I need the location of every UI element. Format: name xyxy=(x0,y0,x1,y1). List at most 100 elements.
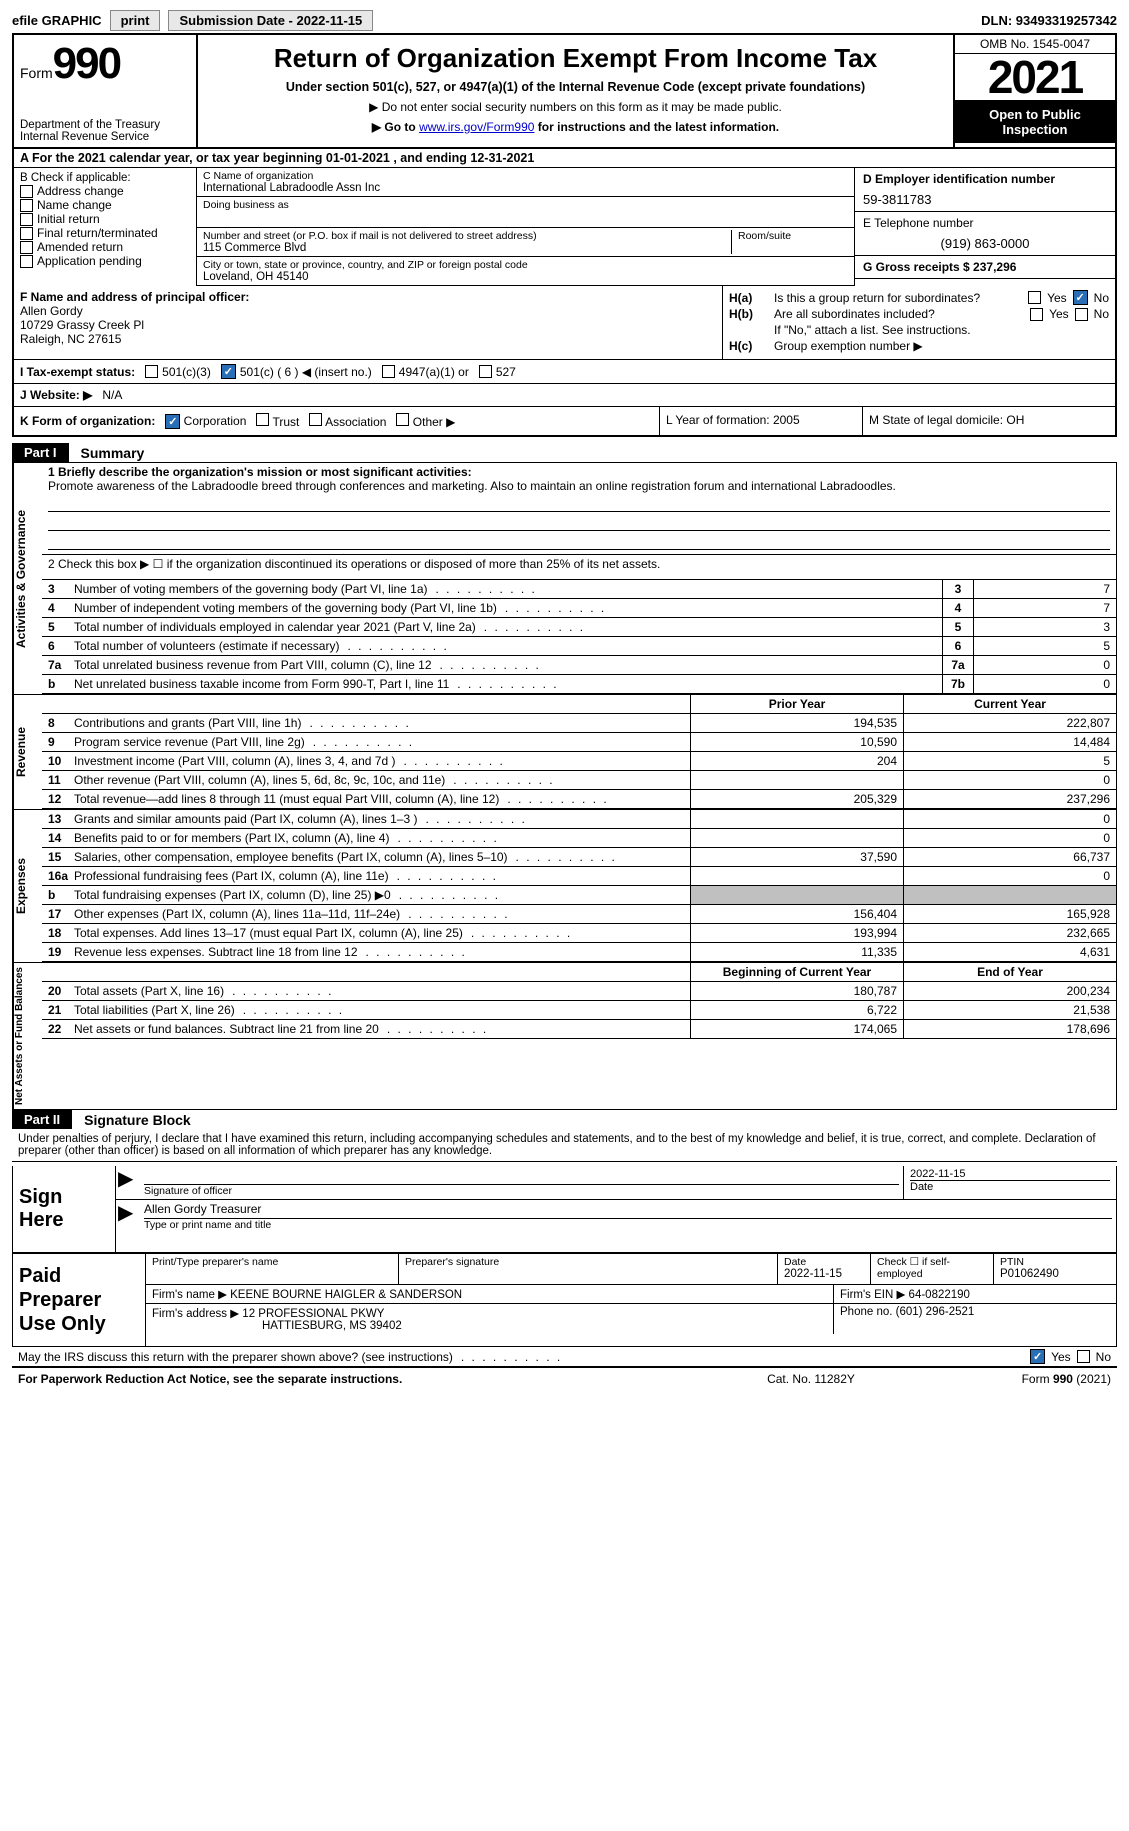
check-name-change[interactable]: Name change xyxy=(20,198,190,212)
irs-link[interactable]: www.irs.gov/Form990 xyxy=(419,120,534,134)
sig-officer-label: Signature of officer xyxy=(144,1185,899,1197)
summary-revenue: Revenue Prior Year Current Year 8Contrib… xyxy=(12,695,1117,810)
hdr-prior: Prior Year xyxy=(690,695,903,713)
part1-tab: Part I xyxy=(12,443,69,462)
table-row: 14Benefits paid to or for members (Part … xyxy=(42,829,1116,848)
check-amended[interactable]: Amended return xyxy=(20,240,190,254)
opt-4947[interactable]: 4947(a)(1) or xyxy=(382,365,469,379)
table-row: 21Total liabilities (Part X, line 26)6,7… xyxy=(42,1001,1116,1020)
line-a: A For the 2021 calendar year, or tax yea… xyxy=(12,149,1117,168)
opt-527[interactable]: 527 xyxy=(479,365,516,379)
opt-assoc[interactable]: Association xyxy=(309,413,386,429)
hc-label: H(c) xyxy=(729,339,774,353)
row-f-h: F Name and address of principal officer:… xyxy=(12,286,1117,360)
form-num: 990 xyxy=(53,39,120,88)
table-row: 5Total number of individuals employed in… xyxy=(42,618,1116,637)
form990-page: efile GRAPHIC print Submission Date - 20… xyxy=(0,0,1129,1400)
form-title: Return of Organization Exempt From Incom… xyxy=(206,43,945,74)
line1: 1 Briefly describe the organization's mi… xyxy=(42,463,1116,555)
table-row: 11Other revenue (Part VIII, column (A), … xyxy=(42,771,1116,790)
paid-preparer-label: Paid Preparer Use Only xyxy=(13,1254,146,1346)
checkbox-icon xyxy=(256,413,269,426)
penalties-text: Under penalties of perjury, I declare th… xyxy=(12,1129,1117,1162)
print-button[interactable]: print xyxy=(110,10,161,31)
check-application-pending[interactable]: Application pending xyxy=(20,254,190,268)
h2: Preparer's signature xyxy=(405,1256,771,1268)
checkbox-icon[interactable] xyxy=(1075,308,1088,321)
firm-ein: 64-0822190 xyxy=(909,1289,970,1301)
phone: (919) 863-0000 xyxy=(863,236,1107,251)
gross-receipts: G Gross receipts $ 237,296 xyxy=(855,256,1115,279)
firm-name: KEENE BOURNE HAIGLER & SANDERSON xyxy=(230,1289,462,1301)
room-label: Room/suite xyxy=(738,230,848,242)
opt-other[interactable]: Other ▶ xyxy=(396,413,455,429)
table-row: 4Number of independent voting members of… xyxy=(42,599,1116,618)
rev-header: Prior Year Current Year xyxy=(42,695,1116,714)
opt-trust[interactable]: Trust xyxy=(256,413,299,429)
ha-text: Is this a group return for subordinates? xyxy=(774,291,1028,305)
checked-icon[interactable]: ✓ xyxy=(1073,290,1088,305)
line1-label: 1 Briefly describe the organization's mi… xyxy=(48,465,472,479)
hc-text: Group exemption number ▶ xyxy=(774,339,1109,353)
name-title: Allen Gordy Treasurer xyxy=(144,1202,1112,1219)
checkbox-icon xyxy=(479,365,492,378)
header-middle: Return of Organization Exempt From Incom… xyxy=(198,35,955,147)
prep-row1: Print/Type preparer's name Preparer's si… xyxy=(146,1254,1116,1285)
tax-year: 2021 xyxy=(955,54,1115,101)
part2-header: Part II Signature Block xyxy=(12,1110,1117,1129)
hb-text: Are all subordinates included? xyxy=(774,307,1030,321)
table-row: bNet unrelated business taxable income f… xyxy=(42,675,1116,694)
row-i: I Tax-exempt status: 501(c)(3) ✓ 501(c) … xyxy=(12,360,1117,384)
line1-text: Promote awareness of the Labradoodle bre… xyxy=(48,479,1110,493)
check-address-change[interactable]: Address change xyxy=(20,184,190,198)
hdr-end: End of Year xyxy=(903,963,1116,981)
vtab-netassets: Net Assets or Fund Balances xyxy=(13,963,42,1109)
table-row: 20Total assets (Part X, line 16)180,7872… xyxy=(42,982,1116,1001)
arrow-icon: ▶ xyxy=(116,1166,140,1199)
hb-label: H(b) xyxy=(729,307,774,321)
hdr-current: Current Year xyxy=(903,695,1116,713)
table-row: 15Salaries, other compensation, employee… xyxy=(42,848,1116,867)
check-final-return[interactable]: Final return/terminated xyxy=(20,226,190,240)
address: 115 Commerce Blvd xyxy=(203,242,725,254)
d-label: D Employer identification number xyxy=(863,172,1107,186)
firm-ein-label: Firm's EIN ▶ xyxy=(840,1289,905,1301)
org-name: International Labradoodle Assn Inc xyxy=(203,182,848,194)
dept-line1: Department of the Treasury xyxy=(20,119,190,131)
checkbox-icon[interactable] xyxy=(1028,291,1041,304)
checkbox-icon xyxy=(20,227,33,240)
summary-netassets: Net Assets or Fund Balances Beginning of… xyxy=(12,963,1117,1110)
city-row: City or town, state or province, country… xyxy=(197,257,854,286)
arrow-icon: ▶ xyxy=(116,1200,140,1233)
col-c: C Name of organization International Lab… xyxy=(197,168,855,286)
h5-label: PTIN xyxy=(1000,1256,1110,1268)
part2-title: Signature Block xyxy=(84,1112,191,1128)
checkbox-icon xyxy=(20,185,33,198)
j-label: J Website: ▶ xyxy=(20,388,92,402)
checkbox-icon[interactable] xyxy=(1030,308,1043,321)
table-row: 6Total number of volunteers (estimate if… xyxy=(42,637,1116,656)
hdr-begin: Beginning of Current Year xyxy=(690,963,903,981)
e-label: E Telephone number xyxy=(863,216,1107,230)
col-h: H(a) Is this a group return for subordin… xyxy=(723,286,1115,359)
opt-501c3[interactable]: 501(c)(3) xyxy=(145,365,211,379)
line2: 2 Check this box ▶ ☐ if the organization… xyxy=(42,555,1116,580)
checkbox-icon xyxy=(145,365,158,378)
cat-no: Cat. No. 11282Y xyxy=(711,1372,911,1386)
ein: 59-3811783 xyxy=(863,192,1107,207)
h-note: If "No," attach a list. See instructions… xyxy=(729,323,1109,337)
opt-501c[interactable]: ✓ 501(c) ( 6 ) ◀ (insert no.) xyxy=(221,364,372,379)
g-label: G Gross receipts $ 237,296 xyxy=(863,260,1016,274)
table-row: 13Grants and similar amounts paid (Part … xyxy=(42,810,1116,829)
efile-label: efile GRAPHIC xyxy=(12,13,102,28)
table-row: 22Net assets or fund balances. Subtract … xyxy=(42,1020,1116,1039)
opt-corp[interactable]: ✓ Corporation xyxy=(165,414,246,429)
check-initial-return[interactable]: Initial return xyxy=(20,212,190,226)
submission-date-button[interactable]: Submission Date - 2022-11-15 xyxy=(168,10,373,31)
table-row: 8Contributions and grants (Part VIII, li… xyxy=(42,714,1116,733)
open-to-public: Open to Public Inspection xyxy=(955,101,1115,143)
org-name-row: C Name of organization International Lab… xyxy=(197,168,854,197)
checked-icon[interactable]: ✓ xyxy=(1030,1349,1045,1364)
officer-addr2: Raleigh, NC 27615 xyxy=(20,332,121,346)
checkbox-icon[interactable] xyxy=(1077,1350,1090,1363)
